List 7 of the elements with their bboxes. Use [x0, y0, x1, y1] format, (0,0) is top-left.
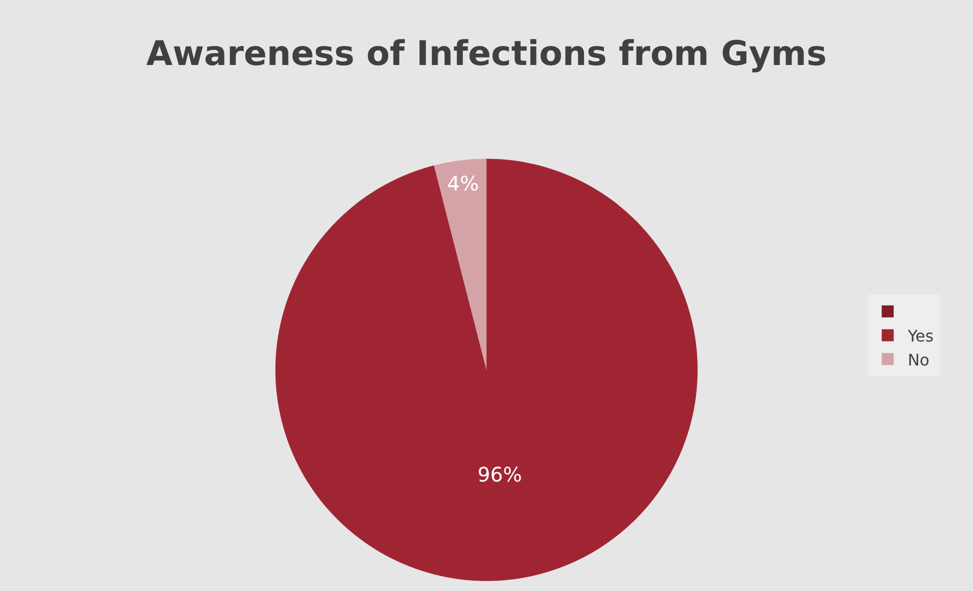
data-label: 96%: [478, 462, 522, 487]
chart-title: Awareness of Infections from Gyms: [146, 34, 827, 74]
legend-label: Yes: [906, 326, 934, 346]
pie-slice: [434, 158, 486, 370]
legend-label: No: [908, 350, 930, 370]
pie-slice: [276, 158, 698, 581]
data-label: 4%: [447, 172, 479, 196]
